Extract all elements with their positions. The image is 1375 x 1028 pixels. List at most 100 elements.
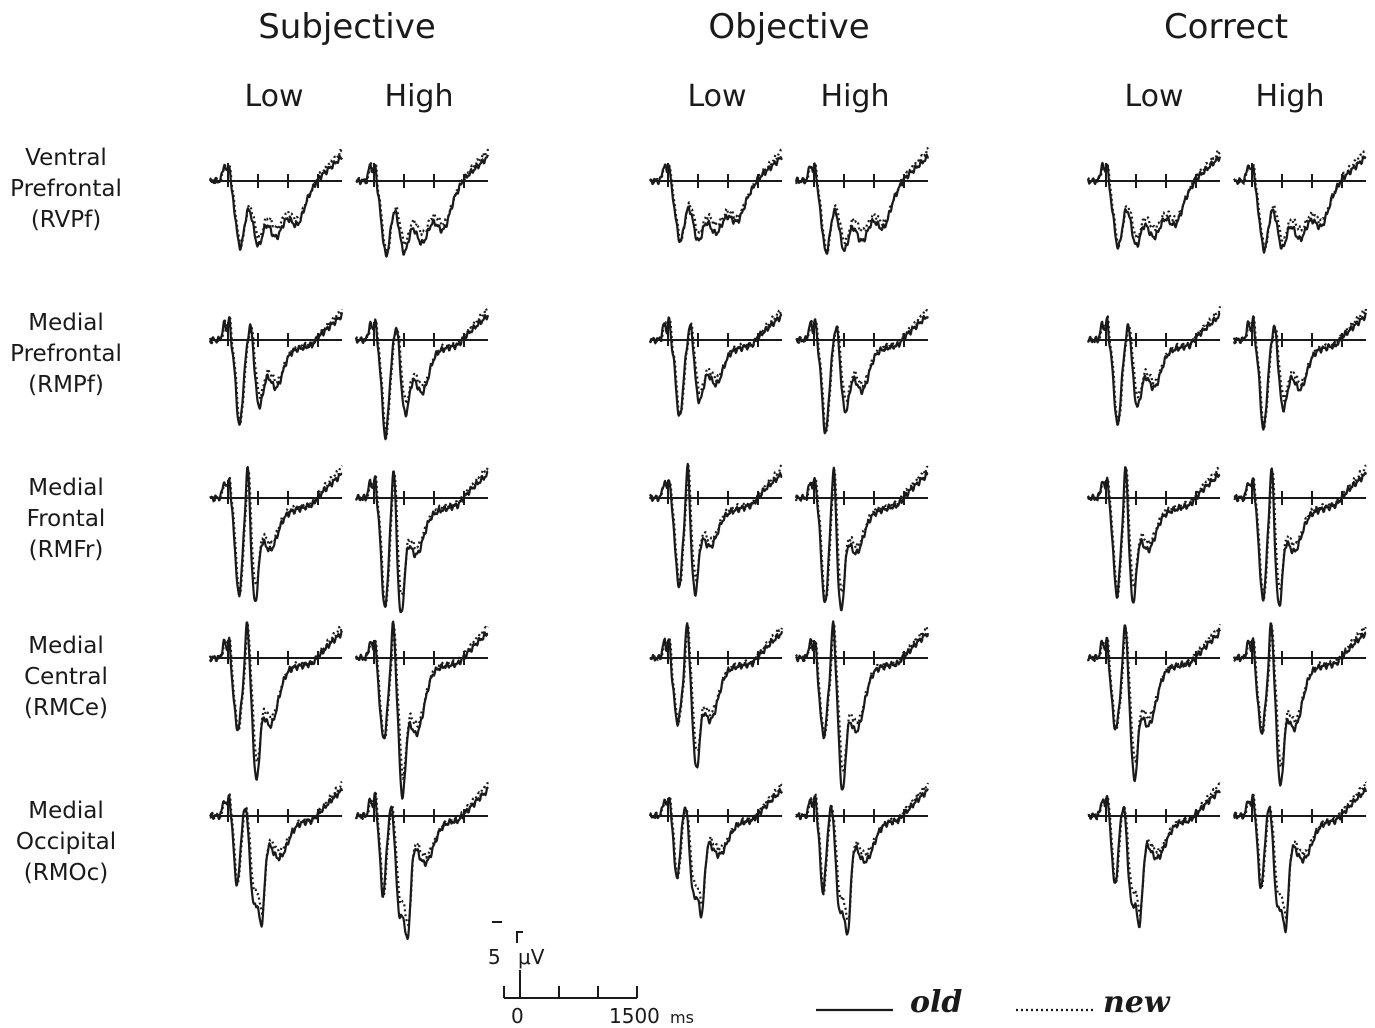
waveform-panel xyxy=(208,148,343,251)
waveform-old xyxy=(795,788,929,936)
waveform-panel xyxy=(649,148,784,244)
waveform-new xyxy=(209,780,343,916)
waveform-panel xyxy=(1232,308,1368,431)
region-label-line: Occipital xyxy=(16,829,116,855)
waveform-old xyxy=(794,153,930,255)
waveform-new xyxy=(1086,306,1222,425)
region-label-line: Ventral xyxy=(25,145,107,171)
waveform-new xyxy=(1233,780,1367,920)
waveform-old xyxy=(208,621,343,781)
waveform-new xyxy=(795,309,929,433)
waveform-panels xyxy=(208,147,1368,941)
level-label: Low xyxy=(1124,79,1183,114)
waveform-old xyxy=(355,786,489,941)
region-label-line: Prefrontal xyxy=(10,176,122,202)
waveform-new xyxy=(649,623,784,753)
legend: old new xyxy=(816,985,1171,1020)
waveform-old xyxy=(648,313,783,417)
waveform-new xyxy=(1232,308,1368,431)
waveform-panel xyxy=(1086,466,1221,604)
waveform-old xyxy=(1086,155,1222,250)
waveform-panel xyxy=(208,621,344,781)
level-label: Low xyxy=(687,79,746,114)
waveform-new xyxy=(1233,464,1367,600)
waveform-old xyxy=(209,466,343,603)
legend-new-label: new xyxy=(1103,985,1171,1020)
condition-title: Correct xyxy=(1164,7,1288,47)
waveform-old xyxy=(1086,466,1221,604)
waveform-panel xyxy=(209,465,344,603)
waveform-old xyxy=(795,620,930,791)
waveform-panel xyxy=(795,309,929,435)
region-label-line: (RVPf) xyxy=(31,207,101,233)
waveform-new xyxy=(354,464,490,607)
waveform-new xyxy=(648,464,784,586)
region-label-line: (RMOc) xyxy=(24,860,109,886)
waveform-panel xyxy=(1232,780,1368,934)
waveform-panel xyxy=(795,782,930,936)
waveform-panel xyxy=(794,465,929,612)
waveform-new xyxy=(648,782,783,906)
condition-titles: Subjective Objective Correct xyxy=(258,7,1288,47)
waveform-new xyxy=(649,148,784,242)
waveform-panel xyxy=(648,462,784,597)
region-label-line: Prefrontal xyxy=(10,341,122,367)
waveform-old xyxy=(1232,787,1368,934)
waveform-panel xyxy=(648,782,783,919)
scale-time-unit: ms xyxy=(670,1008,694,1027)
waveform-new xyxy=(795,782,930,921)
waveform-new xyxy=(209,465,344,596)
scale-marker xyxy=(516,931,523,943)
waveform-new xyxy=(354,781,490,927)
waveform-panel xyxy=(355,148,490,258)
waveform-panel xyxy=(354,781,490,941)
waveform-panel xyxy=(795,620,930,791)
waveform-new xyxy=(795,147,929,254)
region-label-line: Medial xyxy=(28,475,103,501)
waveform-panel xyxy=(1232,622,1367,787)
waveform-new xyxy=(1087,782,1222,917)
region-label-line: Medial xyxy=(28,633,103,659)
waveform-new xyxy=(1087,466,1221,598)
region-labels: Ventral Prefrontal (RVPf) Medial Prefrontal (… xyxy=(10,145,122,886)
waveform-panel xyxy=(794,147,930,255)
waveform-panel xyxy=(1233,148,1367,254)
waveform-new xyxy=(355,624,489,780)
waveform-new xyxy=(1233,148,1367,252)
waveform-panel xyxy=(354,464,490,614)
waveform-panel xyxy=(648,308,783,417)
level-label: High xyxy=(821,79,890,114)
scale-bar: 5 μV 0 1500 ms xyxy=(488,921,694,1028)
waveform-old xyxy=(354,314,490,441)
region-label-line: Central xyxy=(24,664,108,690)
condition-title: Objective xyxy=(708,7,869,47)
waveform-new xyxy=(1087,148,1222,249)
level-label: High xyxy=(1256,79,1325,114)
waveform-old xyxy=(649,462,783,597)
waveform-new xyxy=(208,148,343,249)
level-label: High xyxy=(385,79,454,114)
scale-time-start: 0 xyxy=(511,1004,524,1028)
scale-time-end: 1500 xyxy=(609,1004,660,1028)
waveform-panel xyxy=(1233,464,1368,607)
waveform-panel xyxy=(208,309,344,426)
waveform-panel xyxy=(1086,306,1222,426)
scale-amplitude-unit: μV xyxy=(518,945,545,969)
waveform-panel xyxy=(649,622,784,769)
legend-old-label: old xyxy=(910,985,962,1020)
waveform-old xyxy=(209,154,343,251)
waveform-old xyxy=(1233,155,1367,254)
scale-amplitude-label: 5 xyxy=(488,945,501,969)
waveform-old xyxy=(795,314,929,435)
level-labels: Low High Low High Low High xyxy=(244,79,1324,114)
condition-title: Subjective xyxy=(258,7,436,47)
region-label-line: Medial xyxy=(28,310,103,336)
region-label-line: Medial xyxy=(28,798,103,824)
waveform-old xyxy=(1233,467,1368,607)
waveform-old xyxy=(1087,311,1221,426)
region-label-line: (RMFr) xyxy=(29,537,104,563)
waveform-new xyxy=(795,622,929,772)
level-label: Low xyxy=(244,79,303,114)
waveform-old xyxy=(1087,789,1221,929)
